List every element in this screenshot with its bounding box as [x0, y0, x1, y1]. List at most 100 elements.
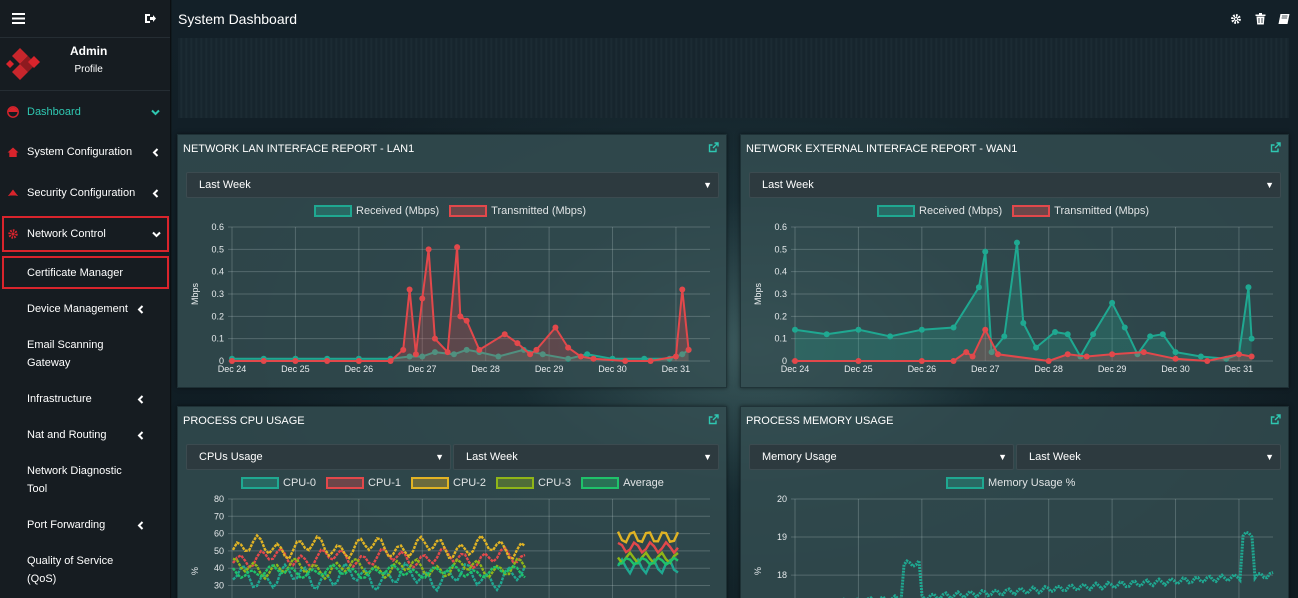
series-line [232, 546, 526, 570]
external-link-icon[interactable] [708, 414, 719, 425]
sidebar-item-label: Nat and Routing [27, 429, 107, 441]
sidebar-item-dashboard[interactable]: Dashboard [0, 92, 170, 132]
data-point [1064, 351, 1071, 358]
x-tick-label: Dec 31 [662, 364, 691, 374]
page-title: System Dashboard [178, 11, 298, 27]
x-tick-label: Dec 31 [1225, 364, 1254, 374]
logout-icon[interactable] [142, 11, 158, 27]
external-link-icon[interactable] [1270, 414, 1281, 425]
y-tick-label: 0.6 [774, 222, 787, 232]
data-point [565, 344, 572, 351]
chart-legend: Received (Mbps) Transmitted (Mbps) [877, 205, 1149, 217]
data-point [444, 349, 451, 356]
y-tick-label: 70 [214, 511, 224, 521]
legend-item-memory[interactable]: Memory Usage % [946, 477, 1075, 489]
legend-item-cpu2[interactable]: CPU-2 [411, 477, 486, 489]
data-point [1109, 299, 1116, 306]
series-line [232, 561, 527, 593]
data-point [565, 355, 572, 362]
data-point [419, 295, 426, 302]
y-tick-label: 0.3 [211, 289, 224, 299]
legend-swatch [241, 477, 279, 489]
trash-icon[interactable] [1252, 11, 1268, 27]
sidebar-item-label: Network Control [27, 228, 106, 240]
profile-link[interactable]: Profile [74, 64, 103, 75]
chevron-left-icon [137, 430, 144, 440]
legend-item-cpu0[interactable]: CPU-0 [241, 477, 316, 489]
cpu-select[interactable]: CPUs Usage ▼ [186, 444, 451, 470]
y-tick-label: 0.6 [211, 222, 224, 232]
period-select[interactable]: Last Week ▼ [749, 172, 1281, 198]
data-point [1248, 335, 1255, 342]
legend-item-cpu1[interactable]: CPU-1 [326, 477, 401, 489]
data-point [476, 346, 483, 353]
data-point [982, 326, 989, 333]
x-tick-label: Dec 29 [1098, 364, 1127, 374]
sidebar-item-label: Certificate Manager [27, 266, 123, 279]
caret-down-icon: ▼ [1265, 180, 1274, 190]
y-axis-label: % [753, 567, 763, 575]
period-select[interactable]: Last Week ▼ [186, 172, 719, 198]
data-point [1245, 284, 1252, 291]
sidebar-item-quality-of-service[interactable]: Quality of Service (QoS) [0, 552, 170, 588]
x-tick-label: Dec 24 [781, 364, 810, 374]
data-point [1020, 320, 1027, 327]
data-point [1204, 358, 1211, 364]
data-point [412, 351, 419, 358]
x-tick-label: Dec 26 [345, 364, 374, 374]
sidebar-item-nat-and-routing[interactable]: Nat and Routing [0, 418, 170, 452]
legend-item-transmitted[interactable]: Transmitted (Mbps) [449, 205, 586, 217]
wan-line-chart: 0 0.1 0.2 0.3 0.4 0.5 0.6 Dec 24 Dec 25 Dec 26 Dec… [753, 222, 1273, 374]
data-point [1172, 349, 1179, 356]
header-tools [1228, 11, 1292, 27]
legend-item-received[interactable]: Received (Mbps) [314, 205, 439, 217]
book-icon[interactable] [1276, 11, 1292, 27]
dashboard-icon [7, 106, 19, 118]
sidebar-item-system-configuration[interactable]: System Configuration [0, 132, 170, 172]
data-point [982, 248, 989, 255]
series-line [231, 533, 526, 561]
sidebar-item-network-diagnostic-tool[interactable]: Network Diagnostic Tool [0, 462, 170, 498]
panel-lan-report: NETWORK LAN INTERFACE REPORT - LAN1 Last… [177, 134, 727, 388]
y-tick-label: 50 [214, 546, 224, 556]
legend-item-average[interactable]: Average [581, 477, 664, 489]
series-line [831, 530, 1274, 598]
memory-select[interactable]: Memory Usage ▼ [749, 444, 1014, 470]
data-point [355, 358, 362, 364]
y-axis-label: % [190, 567, 200, 575]
legend-item-cpu3[interactable]: CPU-3 [496, 477, 571, 489]
sidebar-item-label-line2: Gateway [27, 357, 71, 369]
legend-item-transmitted[interactable]: Transmitted (Mbps) [1012, 205, 1149, 217]
legend-label: Received (Mbps) [919, 205, 1003, 217]
data-point [647, 358, 654, 364]
data-point [495, 353, 502, 360]
select-value: CPUs Usage [199, 451, 263, 463]
data-point [1013, 239, 1020, 246]
x-tick-label: Dec 26 [908, 364, 937, 374]
legend-item-received[interactable]: Received (Mbps) [877, 205, 1002, 217]
period-select[interactable]: Last Week ▼ [453, 444, 719, 470]
legend-label: Average [623, 477, 664, 489]
sidebar-item-email-scanning-gateway[interactable]: Email Scanning Gateway [0, 336, 170, 372]
caret-down-icon: ▼ [703, 452, 712, 462]
external-link-icon[interactable] [708, 142, 719, 153]
sidebar-item-infrastructure[interactable]: Infrastructure [0, 382, 170, 416]
data-point [501, 331, 508, 338]
sidebar-item-port-forwarding[interactable]: Port Forwarding [0, 508, 170, 542]
external-link-icon[interactable] [1270, 142, 1281, 153]
sidebar-item-network-control[interactable]: Network Control [2, 216, 169, 252]
chevron-down-icon [151, 109, 160, 115]
data-point [988, 349, 995, 356]
menu-icon[interactable] [10, 11, 26, 27]
data-point [679, 286, 686, 293]
sidebar-item-security-configuration[interactable]: Security Configuration [0, 173, 170, 213]
settings-icon[interactable] [1228, 11, 1244, 27]
sidebar-item-device-management[interactable]: Device Management [0, 292, 170, 326]
y-tick-label: 40 [214, 563, 224, 573]
sidebar-item-label-line1: Email Scanning [27, 339, 104, 351]
period-select[interactable]: Last Week ▼ [1016, 444, 1281, 470]
data-point [887, 333, 894, 340]
y-tick-label: 19 [777, 532, 787, 542]
legend-swatch [877, 205, 915, 217]
sidebar-item-certificate-manager[interactable]: Certificate Manager [2, 256, 169, 289]
